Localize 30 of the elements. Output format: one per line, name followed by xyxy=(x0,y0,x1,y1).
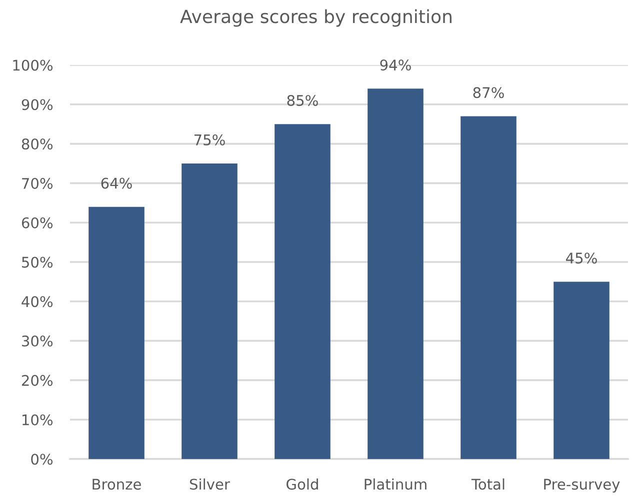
data-label: 94% xyxy=(380,60,411,71)
data-label: 85% xyxy=(287,94,318,106)
bar xyxy=(274,124,330,459)
bar xyxy=(554,282,610,459)
y-tick-label: 20% xyxy=(22,374,53,386)
bar xyxy=(88,206,144,459)
x-tick-label: Total xyxy=(471,478,504,490)
chart-title: Average scores by recognition xyxy=(180,9,452,27)
y-tick-label: 0% xyxy=(31,454,53,465)
data-label: 87% xyxy=(473,87,504,98)
x-tick-label: Gold xyxy=(286,478,318,490)
data-label: 64% xyxy=(101,178,132,189)
y-tick-label: 70% xyxy=(22,178,53,189)
y-tick-label: 90% xyxy=(22,99,53,110)
bar xyxy=(368,88,424,459)
y-tick-label: 60% xyxy=(22,217,53,228)
x-tick-label: Pre-survey xyxy=(544,478,620,493)
data-label: 45% xyxy=(566,252,597,264)
bar xyxy=(182,164,238,459)
data-label: 75% xyxy=(194,134,225,146)
y-tick-label: 40% xyxy=(22,296,53,308)
y-tick-label: 80% xyxy=(22,138,53,150)
x-tick-label: Silver xyxy=(190,478,230,490)
y-tick-label: 100% xyxy=(13,60,53,71)
bar xyxy=(460,116,516,459)
y-tick-label: 50% xyxy=(22,256,53,268)
x-tick-label: Bronze xyxy=(92,478,141,490)
y-tick-label: 10% xyxy=(22,414,53,426)
x-tick-label: Platinum xyxy=(364,478,426,490)
y-tick-label: 30% xyxy=(22,336,53,347)
